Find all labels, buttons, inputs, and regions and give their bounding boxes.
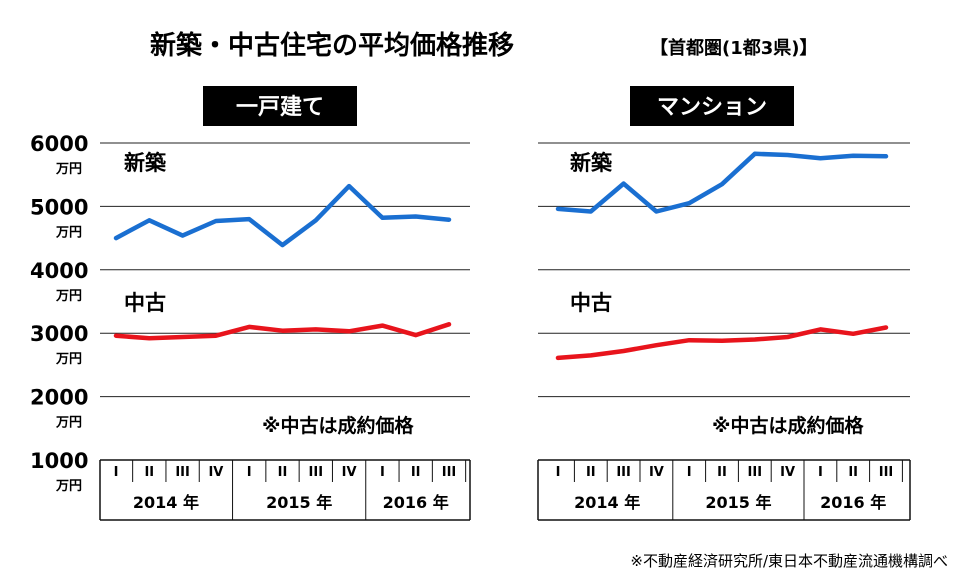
year-label: 2014 年	[574, 493, 640, 512]
year-label: 2015 年	[705, 493, 771, 512]
y-tick-label: 4000	[30, 259, 88, 283]
chart-subtitle: 【首都圏(1都3県)】	[650, 37, 818, 59]
series-line-new	[555, 151, 889, 214]
year-label: 2015 年	[266, 493, 332, 512]
x-tick-label: I	[247, 465, 252, 480]
x-tick-label: III	[442, 465, 457, 480]
x-tick-label: III	[748, 465, 763, 480]
x-tick-label: II	[717, 465, 727, 480]
series-label-new: 新築	[570, 151, 613, 175]
series-line-used	[555, 325, 889, 361]
panel-label-box-condo	[630, 86, 794, 126]
x-tick-label: I	[687, 465, 692, 480]
x-tick-label: II	[144, 465, 154, 480]
x-tick-label: I	[380, 465, 385, 480]
year-label: 2014 年	[133, 493, 199, 512]
x-tick-label: I	[114, 465, 119, 480]
panel-title-detached: 一戸建て	[236, 95, 324, 120]
series-label-new: 新築	[124, 151, 167, 175]
year-label: 2016 年	[820, 493, 886, 512]
x-tick-label: I	[556, 465, 561, 480]
series-line-new	[113, 183, 452, 248]
year-label: 2016 年	[383, 493, 449, 512]
chart-title: 新築・中古住宅の平均価格推移	[150, 30, 514, 61]
x-tick-label: IV	[780, 465, 795, 480]
series-label-used: 中古	[124, 291, 166, 315]
x-tick-label: II	[848, 465, 858, 480]
series-line-used	[113, 322, 452, 341]
y-tick-label: 1000	[30, 449, 88, 473]
x-tick-label: III	[309, 465, 324, 480]
y-tick-unit: 万円	[55, 352, 82, 367]
y-axis: 6000 万円 5000 万円 4000 万円 3000 万円 2000 万円 1000 万円	[30, 132, 88, 494]
source-note: ※不動産経済研究所/東日本不動産流通機構調べ	[630, 552, 948, 570]
x-tick-label: IV	[649, 465, 664, 480]
y-tick-unit: 万円	[55, 479, 82, 494]
panel-note: ※中古は成約価格	[712, 414, 864, 437]
x-tick-label: III	[879, 465, 894, 480]
y-tick-unit: 万円	[55, 162, 82, 177]
x-tick-label: II	[586, 465, 596, 480]
y-tick-label: 6000	[30, 132, 88, 156]
y-tick-unit: 万円	[55, 225, 82, 240]
x-tick-label: IV	[342, 465, 357, 480]
panel-label-box-detached	[203, 86, 357, 126]
x-tick-label: III	[175, 465, 190, 480]
panel-title-condo: マンション	[657, 95, 767, 120]
x-tick-label: III	[616, 465, 631, 480]
x-tick-label: I	[818, 465, 823, 480]
y-tick-unit: 万円	[55, 416, 82, 431]
x-tick-label: II	[278, 465, 288, 480]
y-tick-label: 3000	[30, 322, 88, 346]
y-tick-label: 2000	[30, 386, 88, 410]
x-tick-label: II	[411, 465, 421, 480]
y-tick-label: 5000	[30, 195, 88, 219]
x-tick-label: IV	[208, 465, 223, 480]
panel-note: ※中古は成約価格	[262, 414, 414, 437]
y-tick-unit: 万円	[55, 289, 82, 304]
series-label-used: 中古	[570, 291, 612, 315]
